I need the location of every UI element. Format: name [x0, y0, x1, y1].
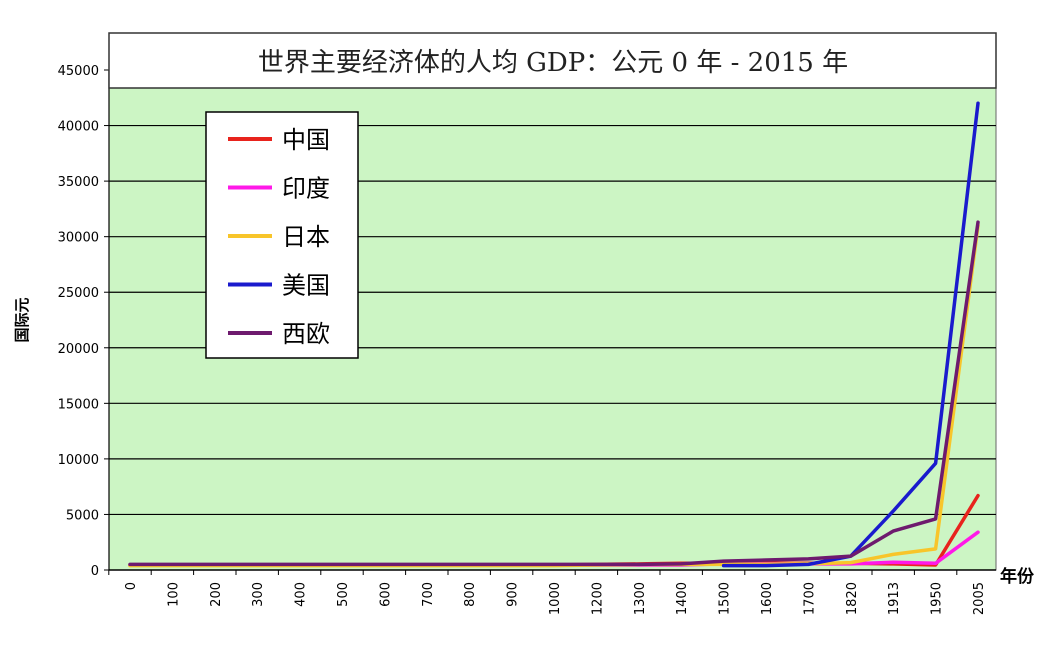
x-tick-label: 1950: [930, 582, 945, 615]
x-tick-label: 700: [421, 582, 436, 607]
y-tick-label: 40000: [58, 120, 99, 135]
legend-label: 印度: [282, 175, 330, 203]
x-tick-label: 300: [251, 582, 266, 607]
y-tick-label: 5000: [66, 508, 99, 523]
x-tick-label: 1500: [718, 582, 733, 615]
x-tick-label: 500: [336, 582, 351, 607]
y-tick-label: 45000: [58, 64, 99, 79]
x-tick-label: 1000: [548, 582, 563, 615]
x-tick-label: 0: [124, 582, 139, 590]
x-tick-label: 800: [463, 582, 478, 607]
y-tick-label: 0: [91, 564, 99, 579]
x-tick-label: 1300: [633, 582, 648, 615]
y-axis: 0 5000 10000 15000 20000 25000 30000 35000 40000…: [58, 64, 110, 579]
legend-label: 西欧: [282, 320, 330, 348]
x-tick-label: 600: [378, 582, 393, 607]
series-line-4: [128, 220, 980, 567]
x-tick-label: 900: [506, 582, 521, 607]
x-tick-label: 1600: [760, 582, 775, 615]
x-tick-label: 1400: [675, 582, 690, 615]
title-frame: [108, 32, 997, 89]
y-tick-label: 35000: [58, 175, 99, 190]
chart-title: 世界主要经济体的人均 GDP：公元 0 年 - 2015 年: [258, 48, 848, 78]
y-tick-label: 30000: [58, 231, 99, 246]
legend-label: 美国: [282, 272, 330, 300]
x-tick-label: 100: [166, 582, 181, 607]
x-tick-label: 1200: [590, 582, 605, 615]
x-tick-label: 1913: [887, 582, 902, 615]
y-tick-label: 25000: [58, 286, 99, 301]
x-axis-label: 年份: [1000, 566, 1035, 587]
title-box: 世界主要经济体的人均 GDP：公元 0 年 - 2015 年: [108, 32, 997, 89]
x-tick-label: 1820: [845, 582, 860, 615]
y-tick-label: 10000: [58, 453, 99, 468]
legend-label: 中国: [282, 126, 330, 154]
series-lines: [128, 101, 980, 568]
x-axis: 0 100 200 300 400 500 600 700 800 900 1000 1200 1300…: [108, 569, 996, 615]
x-tick-label: 200: [209, 582, 224, 607]
x-tick-label: 400: [294, 582, 309, 607]
y-tick-label: 15000: [58, 397, 99, 412]
y-axis-label: 国际元: [13, 297, 31, 342]
y-tick-label: 20000: [58, 342, 99, 357]
legend-label: 日本: [282, 223, 330, 251]
x-tick-label: 2005: [972, 582, 987, 615]
x-tick-label: 1700: [802, 582, 817, 615]
